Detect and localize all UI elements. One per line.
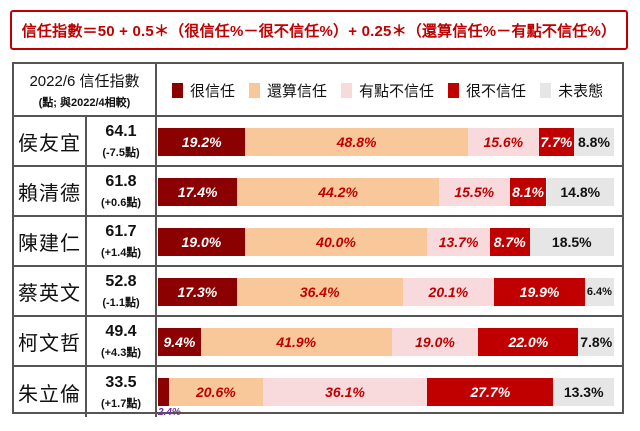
chart-row: 朱立倫 33.5 (+1.7點) 2.4% 20.6% 36.1% 27.7% 13.3% <box>14 367 622 418</box>
legend-label: 很信任 <box>190 83 236 100</box>
stacked-bar: 19.2% 48.8% 15.6% 7.7% 8.8% <box>158 128 614 156</box>
legend-label: 很不信任 <box>466 83 527 100</box>
legend-swatch <box>540 83 552 98</box>
bar-segment: 8.1% <box>509 178 547 206</box>
stacked-bar: 2.4% 20.6% 36.1% 27.7% 13.3% <box>158 378 614 418</box>
score-change: (+1.4點) <box>100 246 142 259</box>
score-cell: 61.8 (+0.6點) <box>87 167 157 215</box>
category-label: 陳建仁 <box>14 217 87 265</box>
bar-segment <box>158 378 169 406</box>
bar-segment: 15.5% <box>438 178 510 206</box>
score-value: 52.8 <box>105 272 137 290</box>
bar-segment: 17.3% <box>158 278 237 306</box>
bar-segment: 8.7% <box>489 228 530 256</box>
bar-segment: 7.7% <box>538 128 574 156</box>
chart-row: 陳建仁 61.7 (+1.4點) 19.0% 40.0% 13.7% 8.7% 18.5% <box>14 217 622 267</box>
stacked-bar: 17.3% 36.4% 20.1% 19.9% 6.4% <box>158 278 614 306</box>
trust-index-table: 2022/6 信任指數 (點; 與2022/4相較) 很信任 還算信任 有點不信任很… <box>12 62 624 418</box>
score-change: (-7.5點) <box>102 146 140 159</box>
legend-label: 有點不信任 <box>359 83 435 100</box>
legend-swatch <box>249 83 261 98</box>
legend-item: 未表態 <box>540 80 603 101</box>
category-label: 侯友宜 <box>14 117 87 165</box>
score-change: (-1.1點) <box>102 296 140 309</box>
legend-item: 有點不信任 <box>341 80 434 101</box>
index-header-subtitle: (點; 與2022/4相較) <box>38 96 131 109</box>
stacked-bar: 9.4% 41.9% 19.0% 22.0% 7.8% <box>158 328 614 356</box>
legend-item: 很不信任 <box>448 80 526 101</box>
bar-segment: 6.4% <box>584 278 614 306</box>
score-change: (+0.6點) <box>100 196 142 209</box>
bar-segment: 7.8% <box>578 328 614 356</box>
score-cell: 61.7 (+1.4點) <box>87 217 157 265</box>
bar-segment: 20.6% <box>168 378 263 406</box>
legend-swatch <box>341 83 353 98</box>
score-value: 64.1 <box>105 122 137 140</box>
bar-segment: 15.6% <box>467 128 539 156</box>
stacked-bar: 17.4% 44.2% 15.5% 8.1% 14.8% <box>158 178 614 206</box>
index-header-title: 2022/6 信任指數 <box>29 72 140 90</box>
bar-segment: 13.7% <box>427 228 490 256</box>
score-change: (+1.7點) <box>100 397 142 410</box>
score-value: 33.5 <box>105 373 137 391</box>
bar-segment: 48.8% <box>245 128 468 156</box>
category-label: 賴清德 <box>14 167 87 215</box>
bar-segment: 27.7% <box>427 378 554 406</box>
bar-segment: 19.2% <box>158 128 246 156</box>
score-cell: 33.5 (+1.7點) <box>87 367 157 417</box>
bar-segment-label: 2.4% <box>158 407 181 418</box>
chart-legend: 很信任 還算信任 有點不信任 很不信任 未表態 <box>172 80 617 101</box>
score-value: 61.8 <box>105 172 137 190</box>
index-header: 2022/6 信任指數 (點; 與2022/4相較) <box>14 64 157 115</box>
formula-banner: 信任指數＝50 + 0.5＊（很信任%－很不信任%）+ 0.25＊（還算信任%－… <box>10 10 628 50</box>
table-header: 2022/6 信任指數 (點; 與2022/4相較) 很信任 還算信任 有點不信任很… <box>14 64 622 117</box>
chart-row: 侯友宜 64.1 (-7.5點) 19.2% 48.8% 15.6% 7.7% 8.8% <box>14 117 622 167</box>
bar-segment: 41.9% <box>200 328 392 356</box>
legend-label: 還算信任 <box>267 83 328 100</box>
bar-segment: 19.0% <box>391 328 479 356</box>
category-label: 朱立倫 <box>14 367 87 417</box>
bar-segment: 9.4% <box>158 328 201 356</box>
legend-item: 還算信任 <box>249 80 327 101</box>
score-change: (+4.3點) <box>100 346 142 359</box>
chart-row: 賴清德 61.8 (+0.6點) 17.4% 44.2% 15.5% 8.1% 14.8% <box>14 167 622 217</box>
legend-swatch <box>172 83 183 98</box>
bar-segment: 18.5% <box>529 228 614 256</box>
bar-segment: 8.8% <box>573 128 614 156</box>
score-value: 49.4 <box>105 322 137 340</box>
bar-segment: 20.1% <box>402 278 495 306</box>
category-label: 蔡英文 <box>14 267 87 315</box>
bar-segment: 14.8% <box>546 178 614 206</box>
bar-segment: 44.2% <box>237 178 439 206</box>
score-cell: 52.8 (-1.1點) <box>87 267 157 315</box>
bar-segment: 19.0% <box>158 228 245 256</box>
chart-row: 蔡英文 52.8 (-1.1點) 17.3% 36.4% 20.1% 19.9% 6.4% <box>14 267 622 317</box>
legend-label: 未表態 <box>558 83 604 100</box>
chart-row: 柯文哲 49.4 (+4.3點) 9.4% 41.9% 19.0% 22.0% 7.8% <box>14 317 622 367</box>
stacked-bar: 19.0% 40.0% 13.7% 8.7% 18.5% <box>158 228 614 256</box>
bar-segment: 13.3% <box>553 378 614 406</box>
legend-swatch <box>448 83 460 98</box>
score-cell: 49.4 (+4.3點) <box>87 317 157 365</box>
legend-item: 很信任 <box>172 80 235 101</box>
score-cell: 64.1 (-7.5點) <box>87 117 157 165</box>
bar-segment: 19.9% <box>494 278 585 306</box>
bar-segment: 17.4% <box>158 178 238 206</box>
bar-segment: 22.0% <box>478 328 579 356</box>
bar-segment: 36.4% <box>236 278 403 306</box>
category-label: 柯文哲 <box>14 317 87 365</box>
bar-segment: 36.1% <box>262 378 428 406</box>
bar-segment: 40.0% <box>244 228 428 256</box>
score-value: 61.7 <box>105 222 137 240</box>
